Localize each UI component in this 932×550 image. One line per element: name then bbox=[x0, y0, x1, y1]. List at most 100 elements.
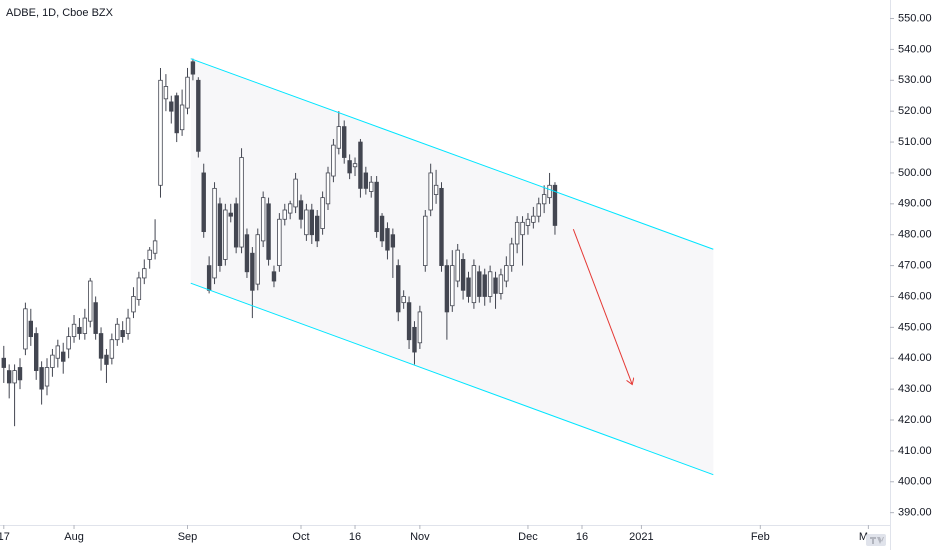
x-tick-label: Sep bbox=[178, 531, 198, 543]
candle-body bbox=[244, 234, 250, 273]
y-tick-label: 480.00 bbox=[898, 229, 932, 241]
channel-line bbox=[190, 282, 714, 476]
candle-body bbox=[1, 357, 6, 368]
candle-body bbox=[374, 181, 379, 233]
candle-body bbox=[190, 61, 196, 75]
candle-body bbox=[136, 277, 142, 300]
chart-title: ADBE, 1D, Cboe BZX bbox=[6, 7, 114, 19]
candle-body bbox=[298, 200, 304, 220]
candle-body bbox=[147, 249, 152, 260]
y-tick-label: 460.00 bbox=[898, 290, 932, 302]
y-tick-label: 440.00 bbox=[898, 352, 932, 364]
candle-body bbox=[223, 209, 228, 260]
candle-body bbox=[536, 203, 541, 217]
candle-body bbox=[287, 203, 293, 214]
x-tick-label: Aug bbox=[64, 531, 84, 543]
candle-body bbox=[466, 277, 471, 297]
candle-body bbox=[158, 79, 163, 186]
candle-body bbox=[239, 157, 244, 248]
candle-body bbox=[477, 271, 482, 297]
candle-body bbox=[212, 187, 217, 279]
candle-body bbox=[406, 302, 412, 341]
y-tick-label: 450.00 bbox=[898, 321, 932, 333]
candle-body bbox=[498, 274, 504, 294]
candle-body bbox=[255, 234, 260, 285]
candle-body bbox=[17, 367, 23, 381]
candle-body bbox=[93, 302, 98, 334]
candle-body bbox=[23, 308, 28, 350]
candle-body bbox=[185, 76, 190, 109]
y-tick-label: 420.00 bbox=[898, 414, 932, 426]
candle-body bbox=[6, 370, 12, 384]
candle-body bbox=[71, 323, 77, 338]
candle-body bbox=[260, 197, 266, 242]
candle-body bbox=[428, 172, 433, 211]
candle-body bbox=[77, 326, 82, 334]
x-tick-label: 17 bbox=[0, 531, 10, 543]
candle-body bbox=[417, 311, 423, 344]
candle-body bbox=[201, 172, 206, 233]
candle-body bbox=[169, 101, 174, 112]
plot-area bbox=[1, 58, 714, 476]
candle-body bbox=[82, 317, 88, 334]
candle-body bbox=[390, 234, 396, 248]
candle-body bbox=[131, 296, 136, 313]
x-tick-label: Nov bbox=[410, 531, 430, 543]
candle-body bbox=[514, 221, 520, 245]
candle-body bbox=[401, 296, 406, 304]
candle-body bbox=[44, 367, 50, 387]
y-tick-label: 550.00 bbox=[898, 12, 932, 24]
candle-body bbox=[55, 345, 61, 359]
candle-body bbox=[482, 274, 487, 297]
candle-body bbox=[541, 194, 547, 205]
candle-body bbox=[369, 181, 374, 192]
candle-body bbox=[336, 126, 342, 149]
candle-body bbox=[233, 203, 239, 248]
candle-body bbox=[115, 323, 120, 341]
x-tick-label: Dec bbox=[518, 531, 538, 543]
x-tick-label: 2021 bbox=[629, 531, 653, 543]
x-tick-label: 16 bbox=[576, 531, 588, 543]
candle-body bbox=[531, 215, 536, 223]
candle-body bbox=[282, 209, 287, 220]
candle-body bbox=[455, 249, 460, 282]
candle-body bbox=[320, 197, 325, 229]
candle-body bbox=[277, 218, 282, 266]
candle-body bbox=[152, 240, 158, 254]
candle-body bbox=[12, 370, 17, 384]
y-tick-label: 520.00 bbox=[898, 105, 932, 117]
y-tick-label: 400.00 bbox=[898, 476, 932, 488]
candle-body bbox=[228, 212, 233, 217]
logo bbox=[866, 534, 886, 546]
candle-body bbox=[412, 326, 417, 353]
candle-body bbox=[444, 265, 450, 313]
x-tick-label: Feb bbox=[751, 531, 770, 543]
candle-body bbox=[358, 141, 363, 189]
candle-body bbox=[493, 277, 498, 294]
candle-body bbox=[293, 178, 298, 208]
candle-body bbox=[385, 228, 390, 251]
candle-body bbox=[217, 203, 223, 266]
candle-body bbox=[66, 336, 71, 350]
candle-body bbox=[342, 126, 347, 158]
candle-body bbox=[250, 252, 255, 291]
candle-body bbox=[304, 209, 309, 236]
candle-body bbox=[520, 221, 525, 236]
candle-body bbox=[547, 184, 552, 199]
candle-body bbox=[163, 86, 169, 100]
candle-body bbox=[450, 265, 455, 307]
candle-body bbox=[347, 160, 352, 174]
y-tick-label: 470.00 bbox=[898, 259, 932, 271]
candle-body bbox=[50, 354, 55, 368]
candle-body bbox=[88, 280, 93, 322]
candle-body bbox=[142, 268, 147, 279]
y-tick-label: 500.00 bbox=[898, 167, 932, 179]
candle-body bbox=[39, 367, 44, 390]
candle-body bbox=[325, 172, 331, 205]
candle-body bbox=[174, 95, 179, 134]
y-tick-label: 390.00 bbox=[898, 507, 932, 519]
candle-body bbox=[504, 265, 509, 282]
arrow bbox=[572, 228, 632, 384]
y-tick-label: 530.00 bbox=[898, 74, 932, 86]
candle-body bbox=[196, 79, 201, 152]
